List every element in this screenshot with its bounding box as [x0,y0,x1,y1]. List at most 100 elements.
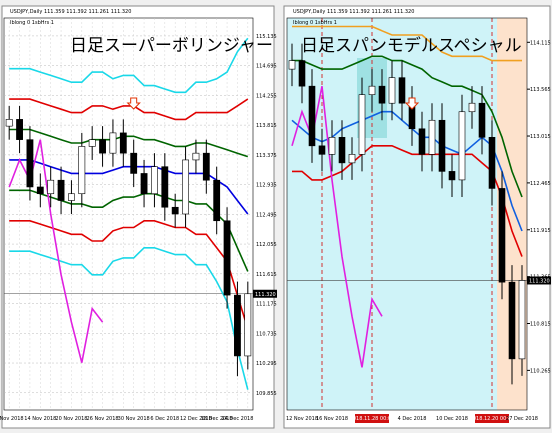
candle-body [88,139,96,147]
plot-frame [3,17,254,411]
y-tick-label: 111.175 [256,302,277,308]
candle-body [16,119,23,140]
chart-title: 日足スパンモデルスペシャル [301,35,522,56]
x-tick-label: 18 Dec 2018 [201,416,233,422]
candle-body [213,179,221,222]
candle-body [378,85,386,104]
x-tick-label: 14 Nov 2018 [24,416,56,422]
candle-body [109,132,117,154]
candle-body [488,137,496,189]
x-tick-label: 26 Nov 2018 [87,416,119,422]
x-tick-label: 27 Dec 2018 [506,416,538,422]
candle-body [57,179,65,201]
y-tick-label: 111.915 [530,228,551,234]
candle-body [398,77,406,104]
y-tick-label: 113.565 [530,87,551,93]
chart-subheader: Iblong 0 1sbHrs 1 [293,20,337,26]
candle-body [348,154,356,164]
y-tick-label: 112.055 [256,242,277,248]
y-tick-label: 110.735 [256,331,277,337]
candle-body [78,146,86,195]
candle-body [518,280,526,360]
indicator-line [9,98,249,121]
y-tick-label: 109.855 [256,391,277,397]
y-tick-label: 110.265 [530,368,551,374]
right-chart: 114.115 113.565 113.015 112.465 111.915 111.3… [283,5,551,429]
indicator-line [292,25,522,62]
price-tag-label: 111.320 [529,278,550,284]
chart-subheader: Iblong 0 1sbHrs 1 [10,20,54,26]
candle-body [448,171,456,181]
date-cursor-box [475,414,509,423]
y-tick-label: 114.255 [256,93,277,99]
x-tick-label: 6 Dec 2018 [150,416,179,422]
x-tick-label: 10 Dec 2018 [436,416,468,422]
x-tick-label: 12 Dec 2018 [180,416,212,422]
candle-body [368,85,376,95]
date-cursor-box [355,414,389,423]
x-tick-label: 24 Dec 2018 [221,416,253,422]
chart-header: USDJPY,Daily 111.359 111.392 111.261 111… [10,9,131,15]
y-tick-label: 114.115 [530,40,551,46]
candle-body [458,111,466,181]
y-tick-label: 112.935 [256,183,277,189]
candle-body [161,166,169,208]
chart-title: 日足スーパーボリンジャー [70,36,273,56]
candle-body [202,152,210,181]
candle-body [468,102,476,113]
indicator-line [9,247,249,390]
candle-body [438,119,446,172]
candle-body [182,159,189,215]
candle-body [26,139,34,188]
indicator-line [292,145,523,257]
candle-body [318,145,326,155]
candle-body [119,132,127,154]
candle-body [428,119,436,155]
x-tick-label: 30 Nov 2018 [118,416,150,422]
y-tick-label: 113.015 [530,134,551,140]
candle-body [36,186,44,195]
candle-body [498,188,506,283]
candle-body [99,139,106,154]
y-tick-label: 113.375 [256,153,277,159]
y-tick-label: 115.135 [256,34,277,40]
y-tick-label: 114.695 [256,64,277,70]
signal-arrow [404,97,420,110]
indicator-line [291,86,383,368]
signal-arrow [126,97,141,110]
indicator-line [8,139,104,363]
candle-body [298,60,306,87]
panel-frame [1,5,275,429]
candle-body [234,294,241,357]
candle-body [418,128,426,155]
candle-body [288,60,296,70]
candle-body [192,152,200,161]
y-tick-label: 112.495 [256,212,277,218]
price-tag [527,276,551,285]
x-tick-label: 2018.11.28 00:00 [350,416,395,422]
chart-header: USDJPY,Daily 111.359 111.392 111.261 111… [293,9,414,15]
candle-body [151,166,158,195]
y-tick-label: 110.815 [530,322,551,328]
plot-frame [286,17,528,411]
candle-body [388,77,396,104]
y-tick-label: 112.465 [530,181,551,187]
candle-body [47,179,55,195]
candle-body [68,193,75,201]
y-tick-label: 110.295 [256,361,277,367]
candle-body [338,137,346,164]
left-chart: 115.135 114.695 114.255 113.815 113.375 112.9… [0,5,277,429]
indicator-line [9,128,249,158]
candle-body [244,293,252,357]
candle-body [328,137,336,155]
candle-body [171,206,179,215]
candle-body [508,281,516,360]
indicator-line [9,37,249,94]
x-tick-label: 16 Nov 2018 [316,416,348,422]
y-tick-label: 113.815 [256,123,277,129]
candle-body [478,102,486,138]
x-tick-label: 12 Nov 2018 [286,416,318,422]
y-tick-label: 111.615 [256,272,277,278]
